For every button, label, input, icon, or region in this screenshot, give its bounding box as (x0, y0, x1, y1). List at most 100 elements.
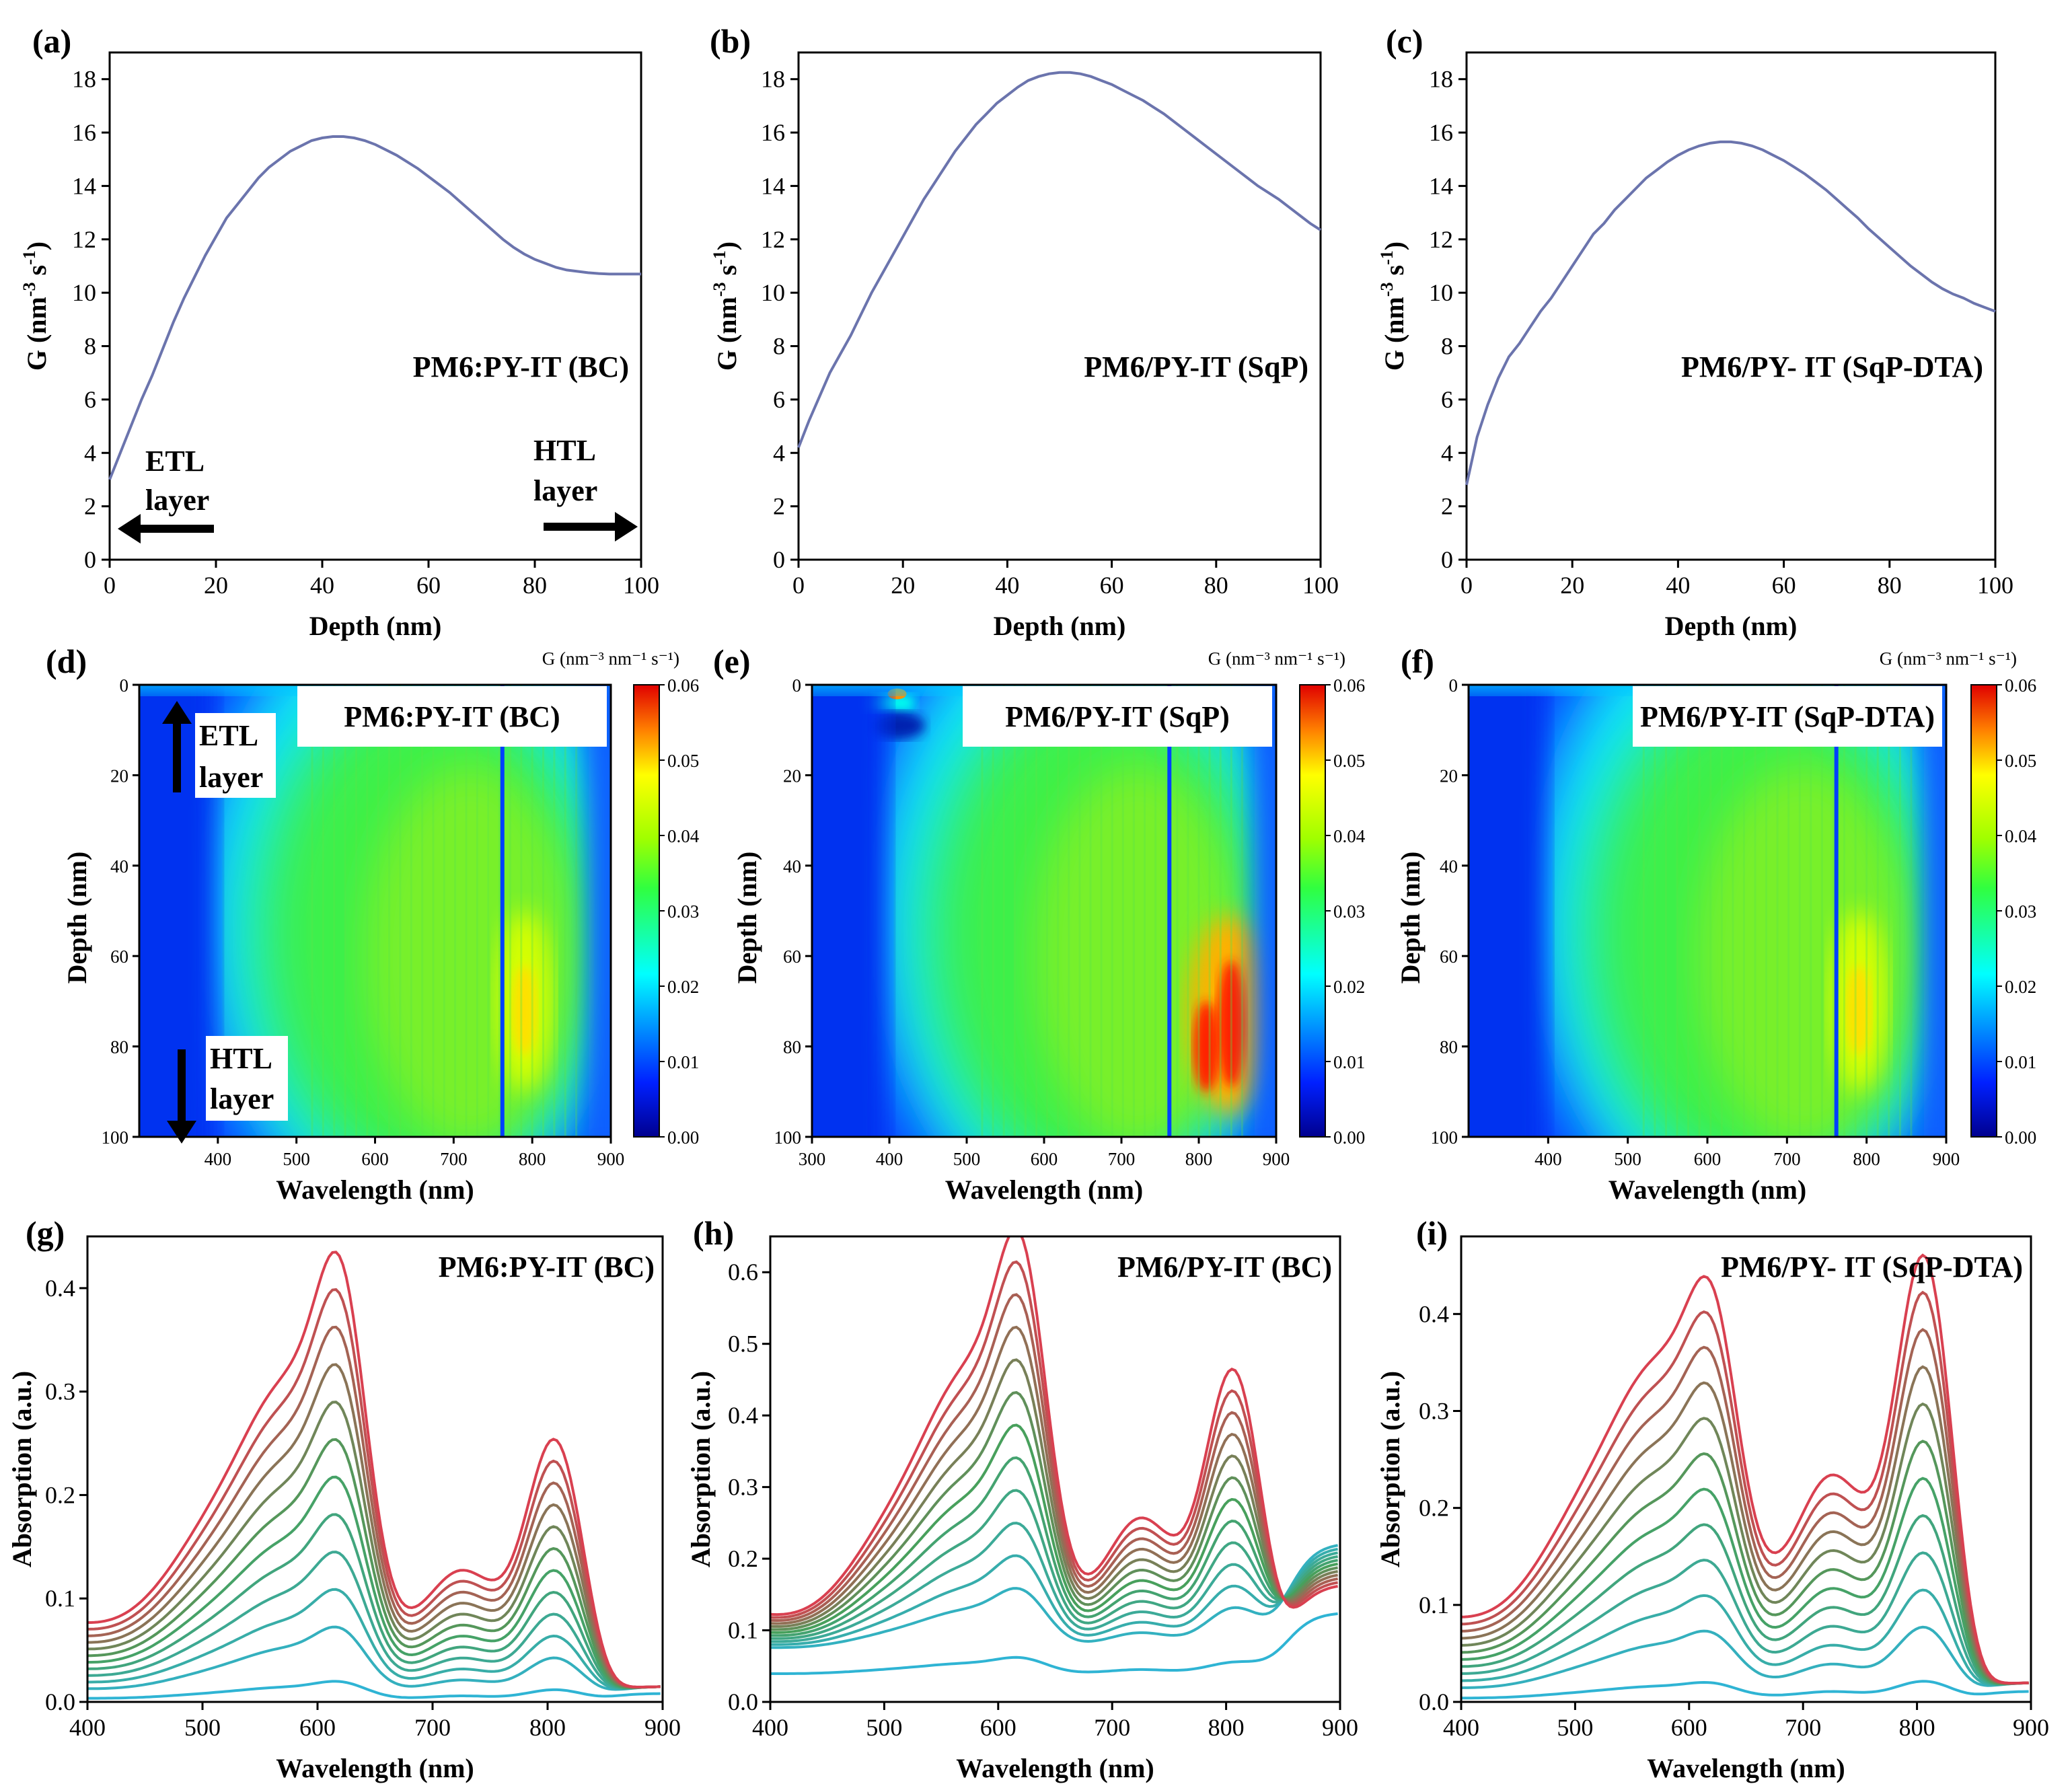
generation-rate-line (1465, 140, 1996, 486)
y-tick-label: 2 (773, 493, 785, 520)
colorbar-tick-label: 0.05 (667, 751, 699, 771)
x-tick-label: 300 (799, 1149, 826, 1169)
absorption-curve (770, 1358, 1338, 1628)
x-tick-label: 400 (876, 1149, 903, 1169)
absorption-curve (1461, 1365, 2029, 1685)
colorbar-tick-label: 0.02 (667, 977, 699, 997)
colorbar-tick-label: 0.01 (2005, 1052, 2036, 1072)
colorbar: 0.00 0.01 0.02 0.03 0.04 0.05 0.06 G (nm⁻³ nm⁻¹… (1208, 648, 1366, 1148)
y-tick-label: 2 (1441, 493, 1453, 520)
heatmap-panel-d: PM6:PY-IT (BC) 400 500 600 700 800 900 0 20 40 60 8… (46, 642, 700, 1205)
x-tick-label: 80 (1204, 572, 1228, 599)
x-tick-label: 600 (1694, 1149, 1722, 1169)
y-tick-label: 100 (102, 1127, 129, 1148)
y-tick-label: 40 (1440, 856, 1458, 877)
generation-rate-line (108, 135, 641, 480)
absorption-curve (770, 1489, 1338, 1640)
heatmap-image (1469, 685, 1946, 1137)
y-tick-label: 18 (761, 66, 785, 93)
absorption-curve (87, 1288, 661, 1688)
panel-letter: (d) (46, 642, 87, 680)
layer-annotations: ETL layer HTL layer (162, 701, 288, 1144)
x-tick-label: 20 (1560, 572, 1584, 599)
panel-letter: (c) (1386, 22, 1423, 60)
y-tick-label: 6 (1441, 386, 1453, 413)
y-tick-label: 0.0 (45, 1688, 75, 1715)
x-tick-label: 900 (597, 1149, 625, 1169)
absorption-curve (1461, 1253, 2029, 1685)
x-axis-label: Wavelength (nm) (276, 1753, 474, 1783)
y-tick-label: 0.4 (45, 1275, 75, 1302)
colorbar-tick-label: 0.03 (1333, 901, 1365, 922)
x-tick-label: 600 (361, 1149, 389, 1169)
absorption-curve (1461, 1551, 2029, 1686)
y-tick-label: 12 (1429, 226, 1453, 253)
y-tick-label: 80 (110, 1037, 128, 1057)
x-tick-label: 40 (310, 572, 334, 599)
x-tick-label: 500 (283, 1149, 310, 1169)
x-tick-label: 40 (995, 572, 1019, 599)
x-tick-label: 400 (1534, 1149, 1562, 1169)
y-tick-label: 6 (773, 386, 785, 413)
heatmap-panel-e: PM6/PY-IT (SqP) 300 400 500 600 700 800 900 0 20 4… (713, 642, 1366, 1205)
y-tick-label: 40 (783, 856, 801, 877)
label-box (963, 686, 1272, 747)
plot-frame (86, 1235, 664, 1703)
colorbar-tick-label: 0.01 (1333, 1052, 1365, 1072)
y-tick-label: 0.2 (728, 1545, 758, 1572)
x-tick-label: 0 (1460, 572, 1473, 599)
panel-letter: (g) (26, 1214, 65, 1252)
y-tick-label: 8 (84, 333, 96, 360)
y-tick-label: 12 (761, 226, 785, 253)
panel-letter: (e) (713, 642, 751, 680)
absorption-curve (87, 1551, 661, 1690)
x-tick-label: 900 (1322, 1714, 1358, 1741)
y-tick-label: 18 (72, 66, 96, 93)
y-tick-label: 20 (1440, 766, 1458, 786)
plot-frame (769, 1235, 1341, 1703)
x-axis-label: Wavelength (nm) (276, 1175, 474, 1205)
y-tick-label: 100 (1431, 1127, 1458, 1148)
x-tick-label: 700 (1773, 1149, 1801, 1169)
heatmap-image (812, 685, 1276, 1137)
y-tick-label: 80 (783, 1037, 801, 1057)
absorption-curve (87, 1363, 661, 1689)
colorbar-title: G (nm⁻³ nm⁻¹ s⁻¹) (542, 648, 679, 669)
colorbar: 0.00 0.01 0.02 0.03 0.04 0.05 0.06 G (nm⁻³ nm⁻¹… (542, 648, 700, 1148)
y-tick-label: 20 (110, 766, 128, 786)
x-tick-label: 400 (205, 1149, 232, 1169)
colorbar-gradient (1970, 684, 1997, 1138)
y-tick-label: 0.3 (45, 1378, 75, 1405)
etl-arrow (162, 701, 192, 792)
y-tick-label: 0 (120, 675, 129, 696)
x-tick-label: 500 (866, 1714, 902, 1741)
panel-letter: (i) (1416, 1214, 1448, 1252)
x-tick-label: 800 (529, 1714, 566, 1741)
x-tick-label: 400 (1443, 1714, 1479, 1741)
y-tick-label: 10 (72, 279, 96, 306)
y-tick-label: 2 (84, 493, 96, 520)
sample-label: PM6/PY-IT (SqP-DTA) (1640, 700, 1935, 733)
htl-arrow (167, 1049, 196, 1144)
colorbar-tick-label: 0.00 (1333, 1127, 1365, 1148)
y-tick-label: 4 (773, 439, 785, 466)
absorption-curve (1461, 1680, 2029, 1700)
x-tick-label: 500 (184, 1714, 221, 1741)
colorbar-title: G (nm⁻³ nm⁻¹ s⁻¹) (1880, 648, 2017, 669)
etl-arrow (118, 514, 214, 544)
x-tick-label: 400 (69, 1714, 106, 1741)
absorption-curve (770, 1547, 1338, 1646)
plot-frame (797, 51, 1322, 561)
absorption-curve (770, 1456, 1338, 1637)
absorption-curve (1461, 1440, 2029, 1685)
heatmap-panel-f: PM6/PY-IT (SqP-DTA) 400 500 600 700 800 900 0 20… (1395, 642, 2037, 1205)
y-tick-label: 0 (773, 546, 785, 573)
x-axis-label: Wavelength (nm) (1647, 1753, 1845, 1783)
y-tick-label: 0 (1441, 546, 1453, 573)
colorbar-gradient (1299, 684, 1326, 1138)
x-tick-label: 100 (623, 572, 659, 599)
y-axis-label: Depth (nm) (732, 852, 762, 984)
spectra (87, 1251, 661, 1700)
y-axis-label: Absorption (a.u.) (7, 1371, 37, 1567)
